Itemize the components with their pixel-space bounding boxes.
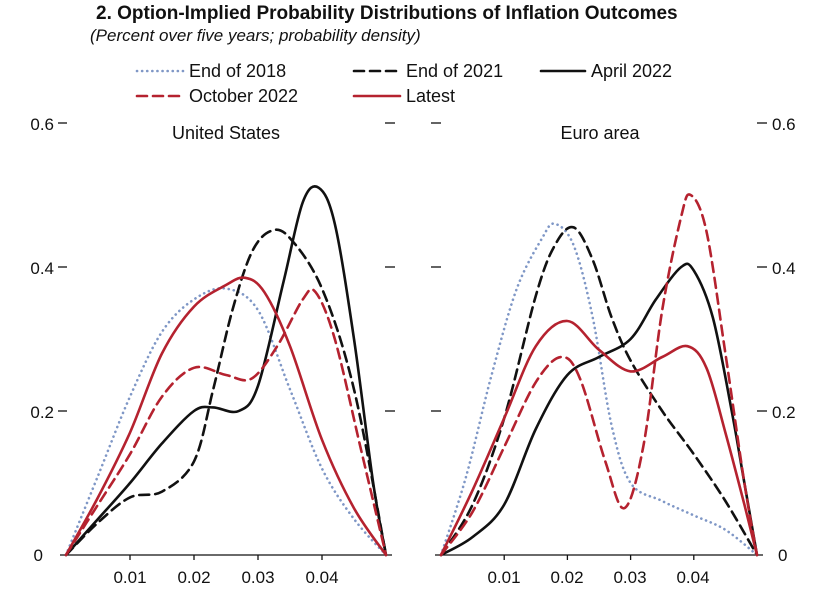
left-x-tick-label-0.03: 0.03 (241, 568, 274, 587)
legend-label-april-2022: April 2022 (591, 61, 672, 81)
chart-subtitle: (Percent over five years; probability de… (90, 26, 421, 45)
left-x-tick-label-0.04: 0.04 (305, 568, 338, 587)
series-line-united-states-end-of-2018 (64, 286, 388, 557)
right-y-tick-label-0.6: 0.6 (772, 115, 796, 134)
left-y-tick-label-0.4: 0.4 (30, 259, 54, 278)
series-line-euro-area-latest (439, 319, 759, 557)
left-x-tick-label-0.02: 0.02 (177, 568, 210, 587)
right-x-tick-label-0.01: 0.01 (487, 568, 520, 587)
series-line-united-states-end-of-2021 (64, 228, 388, 557)
panel-euro-area (431, 122, 767, 560)
series-line-euro-area-end-of-2021 (439, 225, 759, 557)
right-y-tick-label-0.2: 0.2 (772, 403, 796, 422)
legend-label-end-of-2018: End of 2018 (189, 61, 286, 81)
left-x-tick-label-0.01: 0.01 (113, 568, 146, 587)
legend-label-latest: Latest (406, 86, 455, 106)
panel-united-states (58, 122, 395, 560)
panel-title-euro-area: Euro area (560, 123, 640, 143)
left-y-tick-label-0.2: 0.2 (30, 403, 54, 422)
right-x-tick-label-0.04: 0.04 (676, 568, 709, 587)
series-line-united-states-october-2022 (64, 287, 388, 557)
right-x-tick-label-0.03: 0.03 (613, 568, 646, 587)
right-y-tick-label-0.4: 0.4 (772, 259, 796, 278)
chart-title: 2. Option-Implied Probability Distributi… (96, 3, 678, 24)
legend: End of 2018 End of 2021 April 2022 October … (135, 61, 672, 106)
series-line-united-states-latest (64, 276, 388, 557)
left-y-tick-label-0: 0 (34, 546, 43, 565)
series-line-euro-area-april-2022 (439, 262, 759, 557)
panel-title-united-states: United States (172, 123, 280, 143)
legend-label-october-2022: October 2022 (189, 86, 298, 106)
series-line-euro-area-end-of-2018 (439, 222, 759, 557)
left-y-tick-label-0.6: 0.6 (30, 115, 54, 134)
series-line-euro-area-october-2022 (439, 193, 759, 557)
right-x-tick-label-0.02: 0.02 (550, 568, 583, 587)
legend-label-end-of-2021: End of 2021 (406, 61, 503, 81)
series-line-united-states-april-2022 (64, 185, 388, 557)
right-y-tick-label-0: 0 (778, 546, 787, 565)
